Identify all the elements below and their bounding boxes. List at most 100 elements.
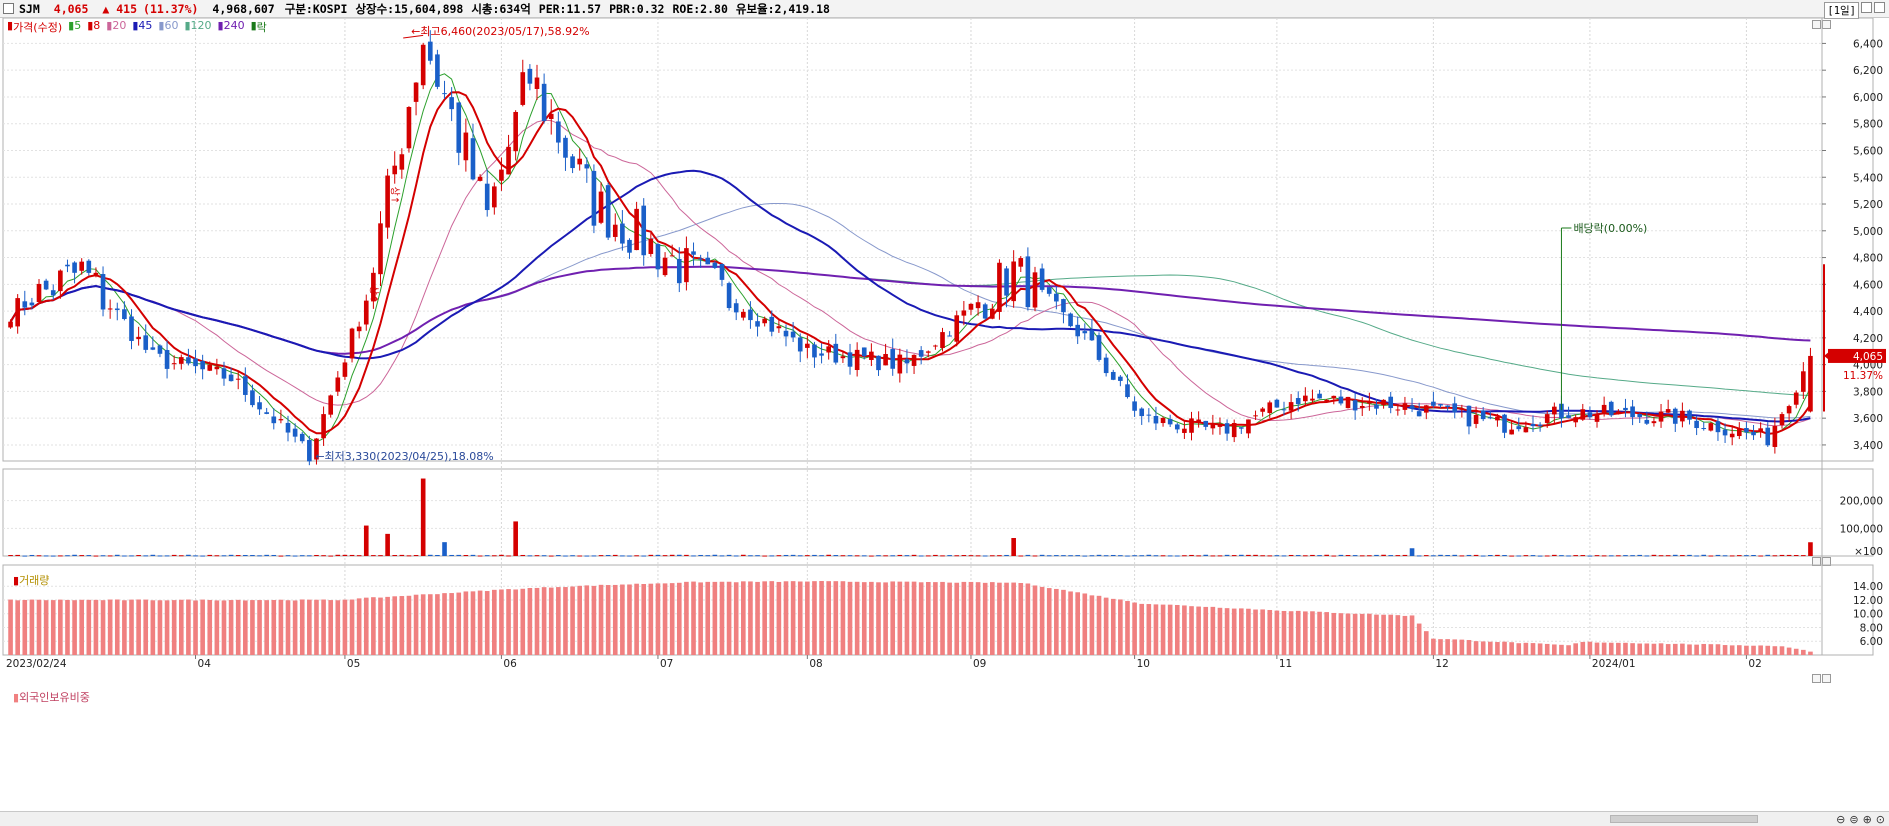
volume-bar: [712, 554, 718, 556]
candle-body: [435, 54, 440, 87]
candle-body: [990, 308, 995, 319]
foreign-ratio-bar: [186, 599, 191, 655]
foreign-ratio-bar: [705, 581, 711, 655]
volume-bar: [335, 554, 341, 556]
foreign-ratio-bar: [65, 599, 70, 655]
foreign-ratio-bar: [1552, 644, 1557, 655]
candle-body: [676, 258, 682, 284]
candle-body: [314, 438, 319, 460]
foreign-ratio-bar: [1701, 643, 1707, 655]
volume-bar: [1808, 542, 1813, 556]
volume-bar: [748, 555, 753, 557]
panel-minimize-icon[interactable]: [1812, 674, 1821, 683]
legend-ma45[interactable]: 45: [138, 19, 153, 32]
volume-bar: [1359, 555, 1365, 557]
volume-bar: [1139, 555, 1145, 557]
roe-value: ROE:2.80: [672, 1, 728, 16]
candle-body: [982, 304, 988, 319]
candle-body: [349, 328, 355, 359]
foreign-ratio-bar: [826, 581, 831, 655]
candle-body: [1608, 401, 1614, 416]
foreign-ratio-bar: [492, 589, 497, 655]
candle-body: [1018, 258, 1024, 267]
legend-ma60[interactable]: 60: [164, 19, 179, 32]
volume-bar: [1594, 555, 1600, 557]
candle-body: [1502, 414, 1507, 433]
legend-drop[interactable]: 락: [256, 21, 267, 34]
candle-body: [22, 301, 28, 308]
volume-bar: [1516, 555, 1522, 557]
candle-body: [492, 186, 497, 208]
current-pct-label: 11.37%: [1843, 370, 1883, 382]
foreign-ratio-bar: [1324, 612, 1329, 655]
volume-bar: [363, 525, 369, 556]
zoom-in-icon[interactable]: ⊕: [1862, 813, 1872, 826]
restore-icon[interactable]: [1861, 2, 1872, 13]
legend-ma240[interactable]: 240: [223, 19, 245, 32]
candle-body: [719, 264, 725, 280]
candle-body: [8, 321, 13, 328]
volume-bar: [1374, 554, 1379, 556]
foreign-ratio-bar: [1580, 641, 1586, 655]
candle-body: [1808, 355, 1813, 412]
candle-body: [1801, 371, 1806, 392]
volume-bar: [684, 554, 689, 556]
foreign-ratio-bar: [1331, 612, 1337, 655]
candle-body: [484, 183, 490, 211]
price-marker-icon: ▮: [7, 19, 14, 32]
legend-ma8[interactable]: 8: [93, 19, 101, 32]
volume-bar: [513, 521, 518, 556]
candle-body: [1559, 403, 1564, 419]
legend-ma20[interactable]: 20: [112, 19, 127, 32]
foreign-ratio-bar: [1487, 641, 1493, 655]
candle-body: [1238, 427, 1244, 429]
candle-body: [72, 262, 77, 273]
legend-price[interactable]: 가격(수정): [13, 21, 63, 34]
volume-bar: [662, 555, 668, 557]
volume-bar: [484, 555, 490, 557]
panel-close-icon[interactable]: [1822, 674, 1831, 683]
foreign-ratio-bar: [1146, 604, 1152, 655]
volume-bar: [1537, 555, 1543, 557]
volume-bar: [8, 555, 13, 557]
chart-scrollbar[interactable]: ⊖ ⊜ ⊕ ⊙: [0, 811, 1889, 826]
foreign-ratio-bar: [164, 600, 170, 655]
volume-bar: [1253, 554, 1258, 556]
candle-body: [541, 83, 547, 121]
foreign-ratio-bar: [1459, 639, 1465, 655]
x-tick-label: 02: [1748, 658, 1761, 670]
scroll-thumb[interactable]: [1610, 815, 1758, 823]
select-checkbox[interactable]: [3, 3, 14, 14]
zoom-out-icon[interactable]: ⊖: [1836, 813, 1846, 826]
close-icon[interactable]: [1874, 2, 1885, 13]
foreign-ratio-bar: [22, 599, 28, 655]
candle-body: [1423, 405, 1429, 413]
legend-ma5[interactable]: 5: [74, 19, 82, 32]
volume-bar: [933, 554, 938, 556]
volume-bar: [307, 555, 312, 557]
period-selector[interactable]: [1일]: [1824, 2, 1859, 19]
stock-chart[interactable]: 2023/02/24 04 05 06 07 08 09 10 11 12 2024/01 02 3,4…: [0, 18, 1889, 811]
volume-bar: [1772, 555, 1778, 557]
foreign-ratio-bar: [392, 596, 398, 655]
foreign-ratio-bar: [947, 582, 952, 655]
volume-bar: [741, 554, 746, 556]
current-price: 4,065: [53, 1, 89, 16]
candle-body: [904, 359, 910, 364]
foreign-ratio-bar: [1338, 613, 1344, 655]
zoom-reset-icon[interactable]: ⊜: [1849, 813, 1859, 826]
volume-bar: [648, 554, 654, 556]
zoom-fit-icon[interactable]: ⊙: [1875, 813, 1885, 826]
foreign-ratio-bar: [72, 600, 77, 655]
volume-bar: [1224, 554, 1230, 556]
candle-body: [627, 239, 632, 253]
foreign-ratio-bar: [413, 594, 419, 655]
ma120-line: [10, 266, 1811, 396]
foreign-ratio-bar: [1687, 644, 1692, 655]
foreign-ratio-bar: [15, 600, 20, 655]
candle-body: [797, 337, 803, 352]
y-tick-label: 100,000: [1840, 523, 1883, 535]
volume-bar: [961, 555, 967, 557]
panel-minimize-icon[interactable]: [1812, 20, 1821, 29]
ma8-marker-icon: ▮: [87, 19, 94, 32]
